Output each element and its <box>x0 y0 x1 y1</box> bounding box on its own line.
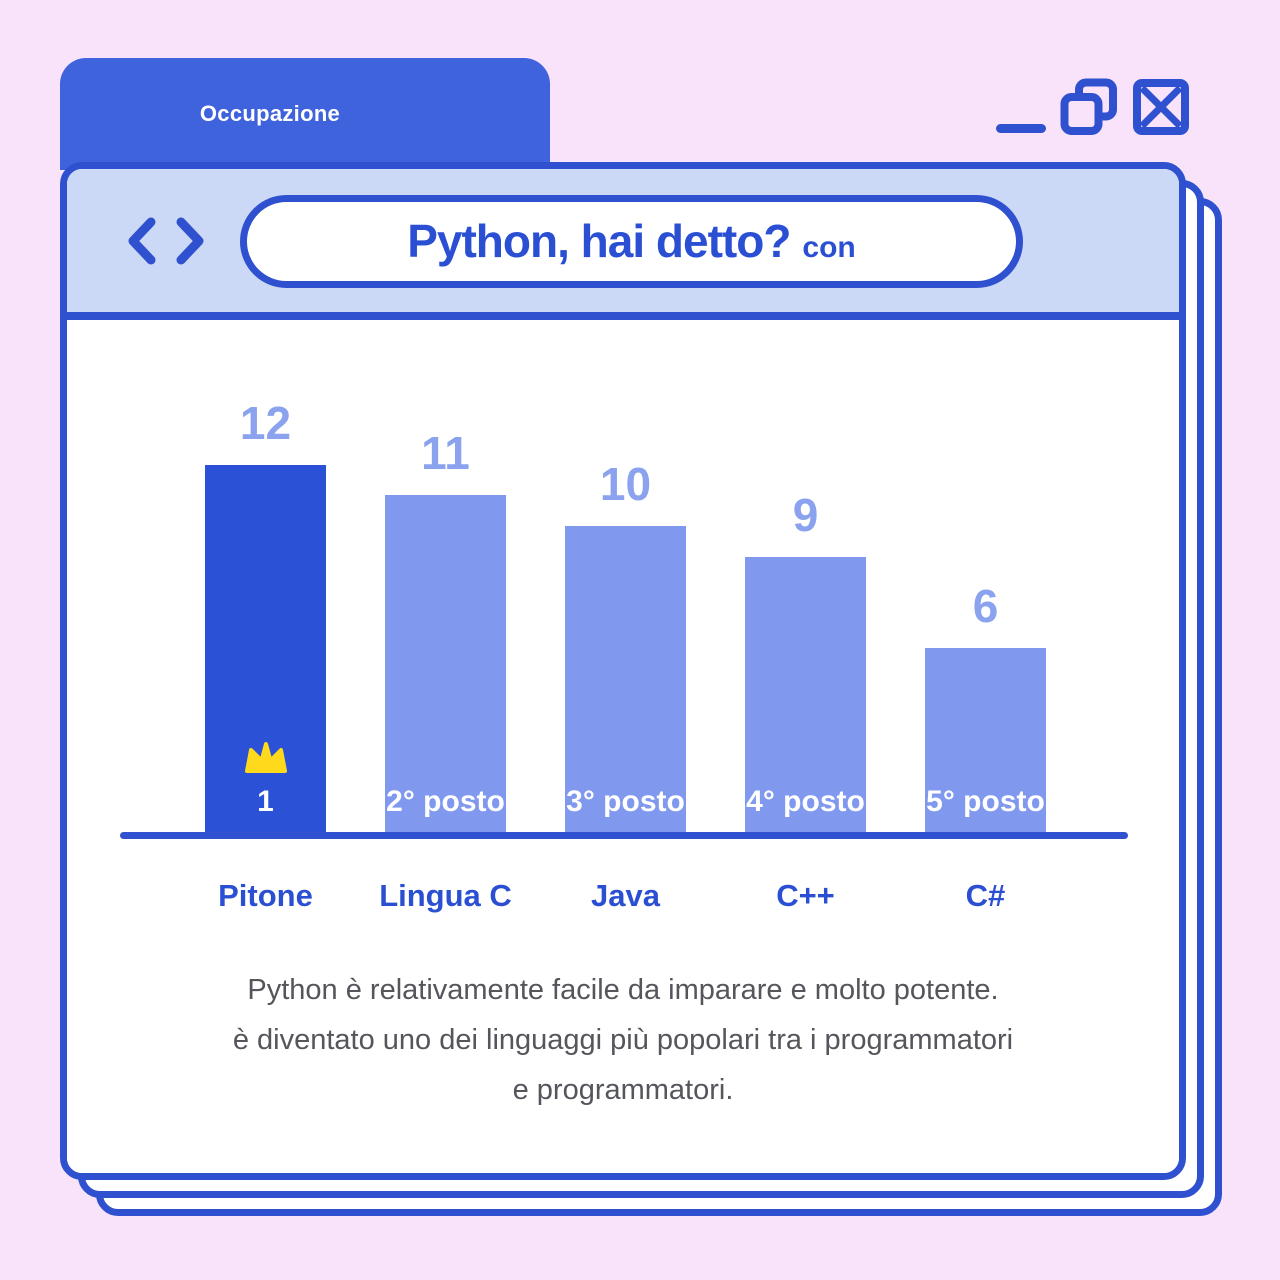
minimize-icon[interactable] <box>996 124 1046 133</box>
tab-label: Occupazione <box>199 101 341 126</box>
rank-label-c-: 4° posto <box>746 785 865 818</box>
rank-label-c-: 5° posto <box>926 785 1045 818</box>
bar-java: 3° posto <box>565 526 686 832</box>
forward-icon[interactable] <box>176 217 204 265</box>
category-label-lingua-c: Lingua C <box>379 878 512 913</box>
window-controls <box>990 78 1200 138</box>
page-content: 12 1 Pitone 11 2° posto Lingua C 10 3° posto Ja… <box>67 320 1179 1173</box>
rank-label-pitone: 1 <box>257 785 274 818</box>
description-line: e programmatori. <box>512 1074 734 1106</box>
bar-value-java: 10 <box>599 458 652 510</box>
bar-value-c-: 9 <box>792 489 819 541</box>
chart-axis-line <box>120 832 1128 839</box>
bar-value-c-: 6 <box>972 580 999 632</box>
bar-value-pitone: 12 <box>239 397 292 449</box>
bar-value-lingua-c: 11 <box>421 427 470 479</box>
category-label-java: Java <box>591 878 660 913</box>
address-bar-suffix: con <box>802 231 856 264</box>
close-icon[interactable] <box>1132 78 1190 136</box>
category-label-pitone: Pitone <box>218 878 313 913</box>
nav-arrows <box>128 217 204 265</box>
rank-label-java: 3° posto <box>566 785 685 818</box>
browser-window: Python, hai detto? con 12 1 Pitone 11 2° po… <box>60 162 1186 1180</box>
maximize-copy-icon[interactable] <box>1060 78 1118 136</box>
address-bar-title: Python, hai detto? <box>407 215 791 267</box>
description-line: Python è relativamente facile da imparar… <box>247 974 999 1006</box>
category-label-c-: C++ <box>776 878 835 913</box>
description-line: è diventato uno dei linguaggi più popola… <box>232 1024 1014 1056</box>
tab-occupazione[interactable]: Occupazione <box>60 58 550 170</box>
browser-toolbar: Python, hai detto? con <box>67 169 1179 320</box>
bar-c-: 5° posto <box>925 648 1046 832</box>
address-bar[interactable]: Python, hai detto? con <box>240 195 1023 288</box>
rank-label-lingua-c: 2° posto <box>386 785 505 818</box>
bar-pitone: 1 <box>205 465 326 832</box>
category-label-c-: C# <box>965 878 1006 913</box>
description-text: Python è relativamente facile da imparar… <box>67 965 1179 1115</box>
crown-icon <box>244 742 287 773</box>
bar-lingua-c: 2° posto <box>385 495 506 832</box>
back-icon[interactable] <box>128 217 156 265</box>
bar-c-: 4° posto <box>745 557 866 832</box>
